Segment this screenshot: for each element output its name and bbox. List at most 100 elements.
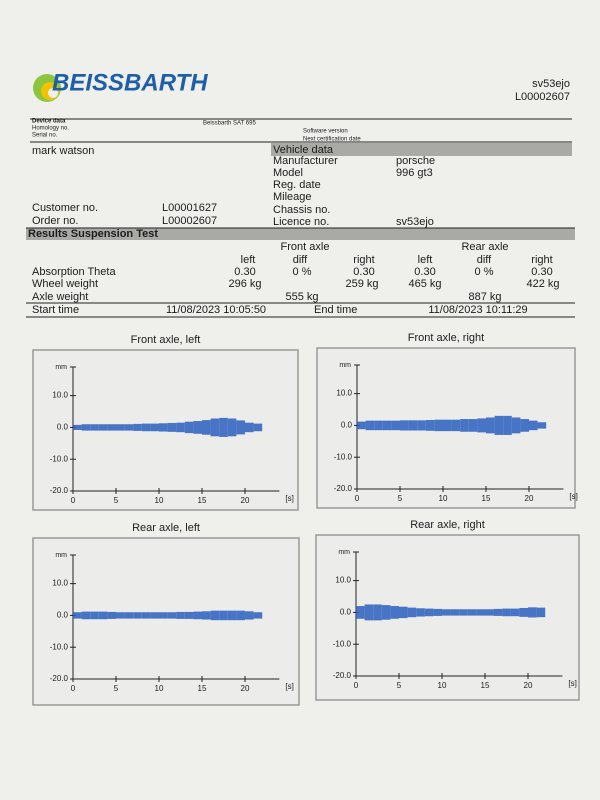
signal-envelope — [374, 420, 383, 431]
signal-envelope — [167, 422, 177, 432]
x-tick-label: 10 — [439, 494, 448, 503]
y-tick-label: 0.0 — [57, 611, 69, 620]
y-tick-label: 0.0 — [340, 608, 352, 617]
cell: 0.30 — [234, 266, 255, 278]
customer-no: L00001627 — [162, 202, 217, 214]
vehicle-label: Chassis no. — [273, 204, 330, 216]
vehicle-label: Manufacturer — [273, 155, 338, 167]
signal-envelope — [460, 419, 469, 432]
chart-title: Rear axle, left — [132, 522, 200, 534]
signal-envelope — [150, 612, 159, 619]
cell: 555 kg — [285, 291, 318, 303]
y-tick-label: -10.0 — [334, 452, 353, 461]
vehicle-label: Model — [273, 167, 303, 179]
front-axle: Front axle — [281, 241, 330, 253]
signal-envelope — [356, 606, 365, 619]
signal-envelope — [529, 420, 538, 431]
x-tick-label: 5 — [398, 494, 403, 503]
x-tick-label: 20 — [524, 681, 533, 690]
signal-envelope — [451, 419, 461, 432]
signal-envelope — [133, 423, 142, 431]
signal-envelope — [245, 422, 254, 433]
x-tick-label: 20 — [241, 496, 250, 505]
x-tick-label: 0 — [71, 684, 76, 693]
cell: 0.30 — [353, 266, 374, 278]
signal-envelope — [116, 424, 125, 431]
column-header: right — [531, 254, 552, 266]
logo: BEISSBARTH — [52, 69, 208, 96]
x-tick-label: 10 — [155, 496, 164, 505]
x-tick-label: 5 — [114, 684, 119, 693]
y-tick-label: 10.0 — [52, 391, 68, 400]
signal-envelope — [537, 422, 547, 429]
column-header: left — [241, 254, 256, 266]
y-tick-label: 0.0 — [57, 423, 69, 432]
signal-envelope — [468, 419, 478, 432]
y-tick-label: -20.0 — [333, 671, 352, 680]
signal-envelope — [245, 611, 254, 620]
x-tick-label: 10 — [438, 681, 447, 690]
cell: 887 kg — [468, 291, 501, 303]
signal-envelope — [98, 611, 108, 620]
signal-envelope — [417, 420, 426, 431]
cell: 0.30 — [531, 266, 552, 278]
signal-envelope — [503, 415, 512, 435]
signal-envelope — [528, 607, 537, 618]
y-axis-label: mm — [338, 549, 350, 556]
chart: Front axle, right mm [s] -20.0 -10.0 0.0 10.0 0… — [316, 332, 578, 509]
vehicle-value: porsche — [396, 155, 435, 167]
signal-envelope — [184, 611, 194, 619]
signal-envelope — [443, 419, 452, 432]
signal-envelope — [81, 611, 91, 620]
y-tick-label: -20.0 — [334, 484, 353, 493]
signal-envelope — [73, 612, 82, 619]
signal-envelope — [536, 607, 546, 618]
vehicle-value: 996 gt3 — [396, 167, 433, 179]
end-time: 11/08/2023 10:11:29 — [428, 304, 527, 316]
signal-envelope — [365, 420, 375, 431]
signal-envelope — [399, 606, 408, 619]
signal-envelope — [467, 609, 477, 616]
y-tick-label: 10.0 — [335, 576, 351, 585]
cell: 0 % — [293, 266, 312, 278]
x-tick-label: 0 — [71, 496, 76, 505]
vehicle-label: Reg. date — [273, 179, 321, 191]
x-axis-label: [s] — [569, 492, 577, 501]
chart-title: Front axle, right — [408, 332, 484, 344]
x-tick-label: 15 — [482, 494, 491, 503]
vehicle-bar — [271, 143, 572, 156]
column-header: right — [353, 254, 374, 266]
results-title: Results Suspension Test — [28, 228, 158, 240]
chart-frame — [315, 534, 580, 701]
signal-envelope — [184, 421, 194, 434]
vehicle-label: Mileage — [273, 191, 312, 203]
order-no-label: Order no. — [32, 215, 78, 227]
cell: 465 kg — [408, 278, 441, 290]
signal-envelope — [424, 608, 434, 617]
chart-title: Front axle, left — [131, 334, 201, 346]
signal-envelope — [502, 608, 511, 617]
customer-no-label: Customer no. — [32, 202, 98, 214]
cell: 422 kg — [526, 278, 559, 290]
signal-envelope — [520, 419, 529, 432]
signal-envelope — [202, 420, 211, 435]
signal-envelope — [477, 418, 486, 433]
y-tick-label: 0.0 — [341, 421, 353, 430]
signal-envelope — [511, 417, 521, 434]
signal-envelope — [176, 611, 185, 619]
column-header: diff — [293, 254, 308, 266]
x-tick-label: 15 — [198, 684, 207, 693]
results-bar — [26, 228, 575, 240]
x-tick-label: 20 — [241, 684, 250, 693]
signal-envelope — [98, 424, 108, 431]
signal-envelope — [390, 606, 399, 619]
signal-envelope — [227, 418, 237, 437]
signal-envelope — [459, 609, 468, 616]
signal-envelope — [159, 423, 168, 432]
column-header: left — [418, 254, 433, 266]
signal-envelope — [141, 612, 151, 619]
customer-name: mark watson — [32, 145, 94, 157]
x-axis-label: [s] — [285, 494, 293, 503]
